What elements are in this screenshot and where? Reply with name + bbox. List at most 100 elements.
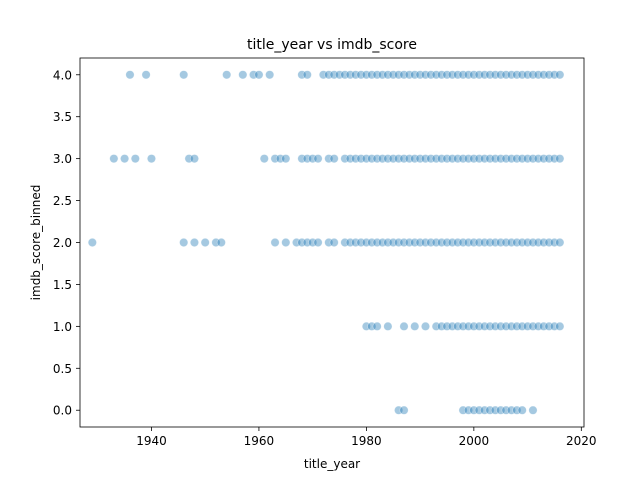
data-point [501, 154, 511, 164]
data-point [254, 70, 264, 80]
data-point [528, 321, 538, 331]
data-point [420, 154, 430, 164]
data-point [415, 154, 425, 164]
data-point [238, 70, 248, 80]
data-point [415, 70, 425, 80]
data-point [297, 154, 307, 164]
data-point [378, 154, 388, 164]
data-point [533, 321, 543, 331]
data-point [490, 238, 500, 248]
data-point [523, 70, 533, 80]
data-point [410, 321, 420, 331]
data-point [539, 70, 549, 80]
data-point [512, 154, 522, 164]
data-point [313, 154, 323, 164]
data-point [517, 154, 527, 164]
x-axis-label: title_year [304, 457, 360, 471]
y-tick-label: 2.5 [53, 194, 72, 208]
data-point [200, 238, 210, 248]
data-point [506, 405, 516, 415]
data-point [399, 154, 409, 164]
data-point [555, 70, 565, 80]
data-point [351, 238, 361, 248]
data-point [324, 238, 334, 248]
data-point [415, 238, 425, 248]
data-point [480, 154, 490, 164]
data-point [442, 70, 452, 80]
data-point [420, 321, 430, 331]
data-point [544, 238, 554, 248]
data-point [189, 154, 199, 164]
data-point [335, 70, 345, 80]
data-point [506, 70, 516, 80]
data-point [442, 238, 452, 248]
data-point [555, 321, 565, 331]
y-tick-label: 2.0 [53, 236, 72, 250]
data-point [512, 70, 522, 80]
data-point [431, 321, 441, 331]
data-point [399, 405, 409, 415]
data-point [302, 70, 312, 80]
data-point [109, 154, 119, 164]
data-point [485, 238, 495, 248]
data-point [410, 70, 420, 80]
data-point [469, 154, 479, 164]
data-point [458, 70, 468, 80]
data-point [297, 238, 307, 248]
y-tick-label: 0.0 [53, 404, 72, 418]
data-point [458, 405, 468, 415]
data-point [453, 321, 463, 331]
data-point [265, 70, 275, 80]
data-point [528, 405, 538, 415]
data-point [259, 154, 269, 164]
data-point [544, 321, 554, 331]
data-point [523, 154, 533, 164]
data-point [410, 154, 420, 164]
data-point [399, 238, 409, 248]
data-point [533, 238, 543, 248]
data-point [345, 70, 355, 80]
data-point [184, 154, 194, 164]
data-point [463, 154, 473, 164]
data-point [324, 70, 334, 80]
data-point [469, 405, 479, 415]
data-point [329, 70, 339, 80]
x-tick-label: 1940 [136, 434, 167, 448]
data-point [383, 70, 393, 80]
data-point [356, 238, 366, 248]
data-point [463, 238, 473, 248]
data-point [447, 154, 457, 164]
data-point [297, 70, 307, 80]
data-point [517, 405, 527, 415]
data-point [474, 238, 484, 248]
y-tick-label: 1.5 [53, 278, 72, 292]
data-point [367, 238, 377, 248]
data-point [474, 154, 484, 164]
data-point [292, 238, 302, 248]
data-point [437, 154, 447, 164]
data-point [313, 238, 323, 248]
data-point [463, 70, 473, 80]
data-point [458, 321, 468, 331]
data-point [431, 154, 441, 164]
data-point [388, 238, 398, 248]
data-point [404, 70, 414, 80]
data-point [549, 238, 559, 248]
data-point [458, 154, 468, 164]
data-point [496, 321, 506, 331]
data-point [539, 321, 549, 331]
data-point [480, 70, 490, 80]
data-point [485, 321, 495, 331]
data-point [130, 154, 140, 164]
data-point [474, 70, 484, 80]
data-point [420, 70, 430, 80]
data-point [447, 238, 457, 248]
data-point [490, 405, 500, 415]
data-point [270, 238, 280, 248]
data-point [340, 154, 350, 164]
data-point [506, 321, 516, 331]
data-point [512, 405, 522, 415]
data-point [361, 321, 371, 331]
data-point [496, 238, 506, 248]
